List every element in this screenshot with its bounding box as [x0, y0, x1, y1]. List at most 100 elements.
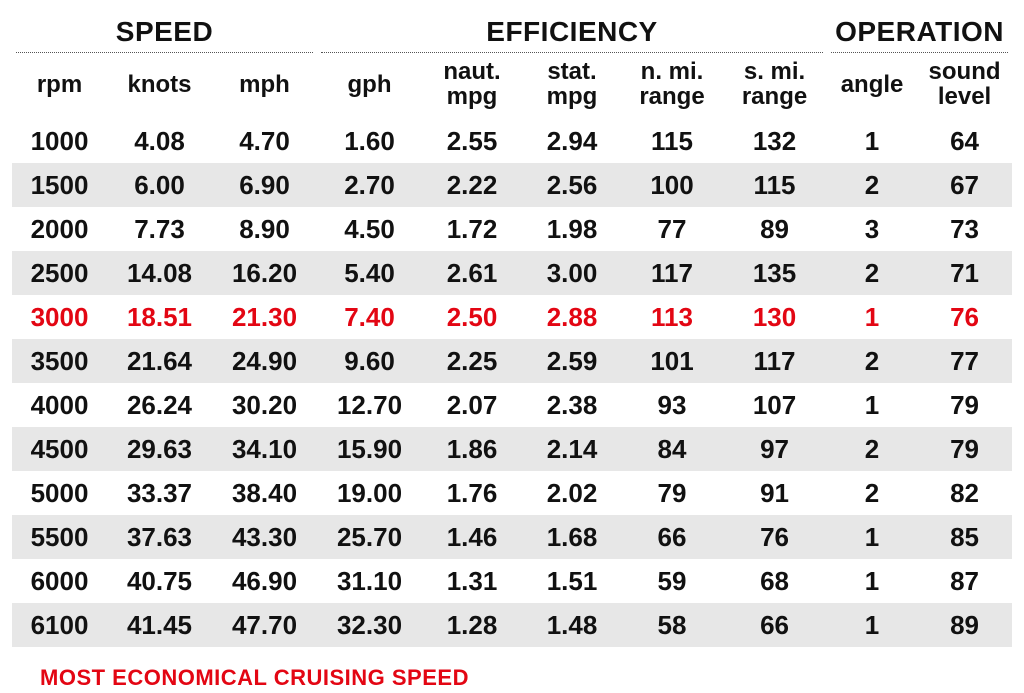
table-cell: 89 [722, 207, 827, 251]
table-cell: 2.50 [422, 295, 522, 339]
table-cell: 4500 [12, 427, 107, 471]
table-cell: 89 [917, 603, 1012, 647]
table-cell: 2500 [12, 251, 107, 295]
table-cell: 8.90 [212, 207, 317, 251]
table-cell: 84 [622, 427, 722, 471]
table-cell: 2 [827, 163, 917, 207]
table-cell: 2.88 [522, 295, 622, 339]
table-cell: 135 [722, 251, 827, 295]
table-cell: 1.51 [522, 559, 622, 603]
table-cell: 117 [722, 339, 827, 383]
col-mph: mph [212, 55, 317, 119]
table-cell: 6.90 [212, 163, 317, 207]
table-cell: 7.73 [107, 207, 212, 251]
table-cell: 2.02 [522, 471, 622, 515]
table-cell: 3 [827, 207, 917, 251]
table-cell: 9.60 [317, 339, 422, 383]
table-cell: 2.56 [522, 163, 622, 207]
table-row: 10004.084.701.602.552.94115132164 [12, 119, 1012, 163]
col-gph: gph [317, 55, 422, 119]
table-cell: 79 [917, 427, 1012, 471]
table-cell: 41.45 [107, 603, 212, 647]
table-cell: 117 [622, 251, 722, 295]
table-row: 610041.4547.7032.301.281.485866189 [12, 603, 1012, 647]
table-cell: 66 [622, 515, 722, 559]
table-cell: 68 [722, 559, 827, 603]
table-cell: 2 [827, 427, 917, 471]
table-cell: 77 [622, 207, 722, 251]
table-cell: 115 [622, 119, 722, 163]
col-sound-level: soundlevel [917, 55, 1012, 119]
table-cell: 37.63 [107, 515, 212, 559]
table-cell: 21.30 [212, 295, 317, 339]
col-naut-mpg: naut.mpg [422, 55, 522, 119]
group-header-efficiency: EFFICIENCY [317, 16, 827, 55]
table-cell: 100 [622, 163, 722, 207]
table-cell: 1.46 [422, 515, 522, 559]
table-cell: 107 [722, 383, 827, 427]
table-cell: 2 [827, 471, 917, 515]
table-cell: 2.07 [422, 383, 522, 427]
column-header-row: rpm knots mph gph naut.mpg stat.mpg n. m… [12, 55, 1012, 119]
table-cell: 25.70 [317, 515, 422, 559]
table-cell: 2.14 [522, 427, 622, 471]
table-cell: 73 [917, 207, 1012, 251]
table-cell: 30.20 [212, 383, 317, 427]
table-cell: 1000 [12, 119, 107, 163]
table-cell: 6100 [12, 603, 107, 647]
table-cell: 4.70 [212, 119, 317, 163]
table-cell: 32.30 [317, 603, 422, 647]
table-cell: 93 [622, 383, 722, 427]
table-row: 550037.6343.3025.701.461.686676185 [12, 515, 1012, 559]
table-row: 20007.738.904.501.721.987789373 [12, 207, 1012, 251]
table-cell: 1.76 [422, 471, 522, 515]
table-cell: 3000 [12, 295, 107, 339]
table-row: 300018.5121.307.402.502.88113130176 [12, 295, 1012, 339]
table-cell: 19.00 [317, 471, 422, 515]
table-cell: 64 [917, 119, 1012, 163]
table-cell: 76 [917, 295, 1012, 339]
table-cell: 24.90 [212, 339, 317, 383]
table-cell: 1 [827, 559, 917, 603]
table-cell: 16.20 [212, 251, 317, 295]
table-cell: 5500 [12, 515, 107, 559]
table-cell: 2 [827, 339, 917, 383]
table-cell: 6.00 [107, 163, 212, 207]
table-cell: 59 [622, 559, 722, 603]
table-cell: 1 [827, 515, 917, 559]
table-cell: 26.24 [107, 383, 212, 427]
table-cell: 1 [827, 603, 917, 647]
table-row: 15006.006.902.702.222.56100115267 [12, 163, 1012, 207]
table-cell: 87 [917, 559, 1012, 603]
table-cell: 2.61 [422, 251, 522, 295]
table-cell: 1 [827, 383, 917, 427]
group-header-operation: OPERATION [827, 16, 1012, 55]
table-cell: 66 [722, 603, 827, 647]
col-angle: angle [827, 55, 917, 119]
table-cell: 2.59 [522, 339, 622, 383]
table-cell: 40.75 [107, 559, 212, 603]
table-cell: 71 [917, 251, 1012, 295]
table-cell: 1.68 [522, 515, 622, 559]
table-cell: 91 [722, 471, 827, 515]
col-knots: knots [107, 55, 212, 119]
table-cell: 1.60 [317, 119, 422, 163]
table-cell: 1500 [12, 163, 107, 207]
group-header-speed: SPEED [12, 16, 317, 55]
group-header-row: SPEED EFFICIENCY OPERATION [12, 16, 1012, 55]
col-rpm: rpm [12, 55, 107, 119]
table-cell: 7.40 [317, 295, 422, 339]
table-cell: 4.50 [317, 207, 422, 251]
table-cell: 67 [917, 163, 1012, 207]
table-cell: 18.51 [107, 295, 212, 339]
table-cell: 5.40 [317, 251, 422, 295]
table-cell: 1.31 [422, 559, 522, 603]
table-row: 600040.7546.9031.101.311.515968187 [12, 559, 1012, 603]
col-nmi-range: n. mi.range [622, 55, 722, 119]
table-cell: 2.38 [522, 383, 622, 427]
table-row: 350021.6424.909.602.252.59101117277 [12, 339, 1012, 383]
table-cell: 33.37 [107, 471, 212, 515]
table-cell: 6000 [12, 559, 107, 603]
table-cell: 1 [827, 119, 917, 163]
table-cell: 43.30 [212, 515, 317, 559]
